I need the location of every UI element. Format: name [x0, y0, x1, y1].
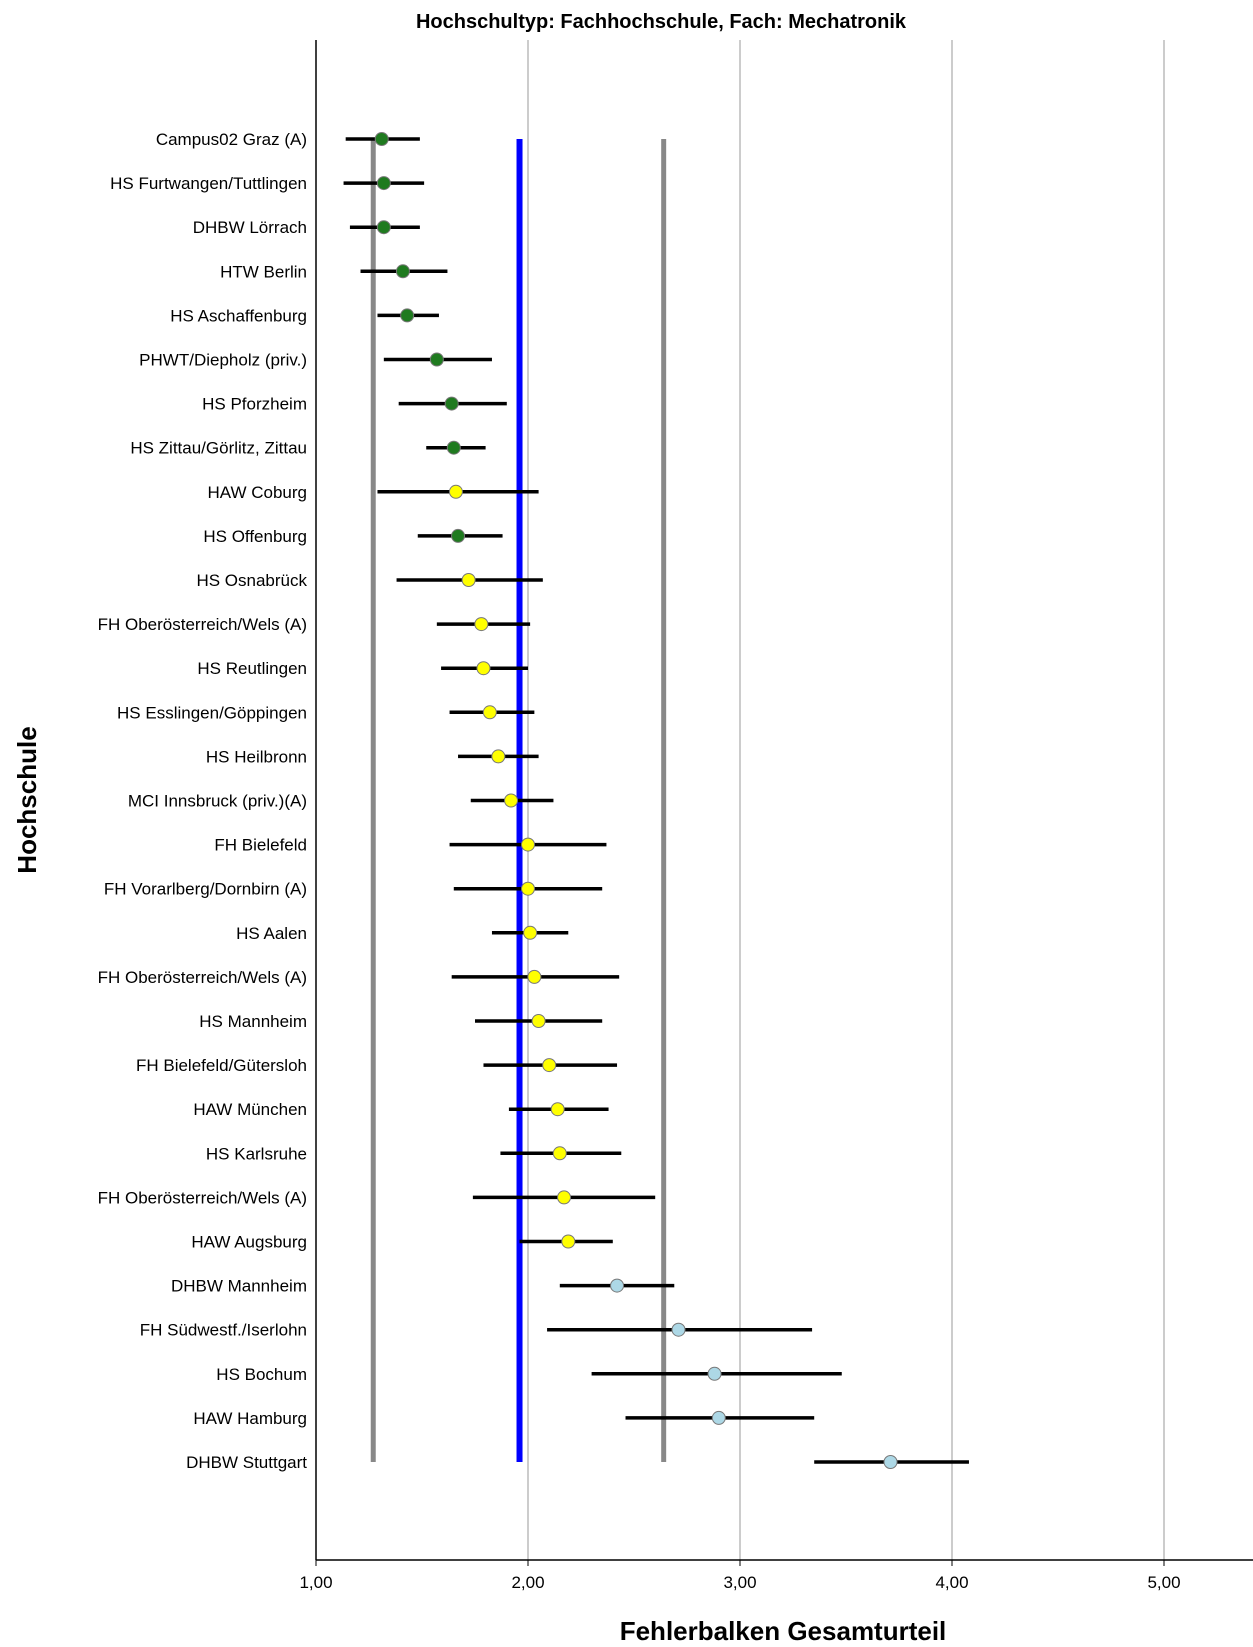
category-label: HS Aschaffenburg: [170, 306, 307, 325]
axes: [315, 40, 1253, 1561]
mean-point: [451, 528, 466, 543]
mean-point: [711, 1410, 726, 1425]
x-axis-label: Fehlerbalken Gesamturteil: [620, 1616, 947, 1646]
category-label: FH Oberösterreich/Wels (A): [98, 1188, 307, 1207]
chart-title: Hochschultyp: Fachhochschule, Fach: Mech…: [416, 11, 907, 33]
category-label: HAW Coburg: [207, 483, 307, 502]
category-label: HTW Berlin: [220, 262, 307, 281]
category-label: HAW München: [193, 1100, 307, 1119]
x-tick-label: 4,00: [935, 1573, 968, 1592]
mean-point: [376, 176, 391, 191]
category-label: HS Osnabrück: [196, 571, 307, 590]
mean-points: [374, 132, 898, 1469]
x-tick-label: 1,00: [299, 1573, 332, 1592]
category-label: HS Offenburg: [203, 527, 307, 546]
category-label: HS Aalen: [236, 924, 307, 943]
category-label: HS Pforzheim: [202, 395, 307, 414]
category-label: HS Reutlingen: [197, 659, 307, 678]
mean-point: [542, 1058, 557, 1073]
category-label: HS Esslingen/Göppingen: [117, 703, 307, 722]
mean-point: [376, 220, 391, 235]
mean-point: [531, 1014, 546, 1028]
mean-point: [521, 837, 535, 852]
grid-lines: [527, 40, 1165, 1560]
mean-point: [552, 1146, 567, 1161]
category-label: FH Vorarlberg/Dornbirn (A): [104, 880, 307, 899]
error-bars: [343, 137, 969, 1464]
mean-point: [474, 617, 489, 632]
category-label: FH Oberösterreich/Wels (A): [98, 968, 307, 987]
category-labels: Campus02 Graz (A) HS Furtwangen/Tuttlinge…: [98, 130, 308, 1472]
mean-point: [491, 749, 506, 764]
x-tick-labels: 1,00 2,00 3,00 4,00 5,00: [299, 1560, 1181, 1592]
mean-point: [504, 793, 519, 808]
x-tick-label: 3,00: [723, 1573, 756, 1592]
mean-point: [671, 1322, 686, 1337]
mean-point: [521, 881, 535, 896]
mean-point: [523, 925, 538, 940]
x-tick-label: 5,00: [1147, 1573, 1180, 1592]
mean-point: [550, 1102, 565, 1117]
mean-point: [707, 1366, 722, 1381]
category-label: FH Bielefeld: [214, 836, 307, 855]
y-axis-label: Hochschule: [12, 726, 42, 873]
category-label: HS Karlsruhe: [206, 1144, 307, 1163]
category-label: HS Bochum: [216, 1365, 307, 1384]
mean-point: [374, 132, 389, 146]
x-tick-label: 2,00: [511, 1573, 544, 1592]
mean-point: [429, 352, 444, 367]
category-label: HAW Augsburg: [191, 1233, 307, 1252]
category-label: FH Bielefeld/Gütersloh: [136, 1056, 307, 1075]
category-label: MCI Innsbruck (priv.)(A): [128, 792, 307, 811]
category-label: HS Zittau/Görlitz, Zittau: [130, 439, 307, 458]
mean-point: [476, 661, 491, 676]
category-label: PHWT/Diepholz (priv.): [139, 351, 307, 370]
mean-point: [461, 573, 476, 587]
category-label: FH Oberösterreich/Wels (A): [98, 615, 307, 634]
category-label: DHBW Lörrach: [193, 218, 307, 237]
category-label: HS Heilbronn: [206, 747, 307, 766]
category-label: DHBW Stuttgart: [186, 1453, 307, 1472]
category-label: Campus02 Graz (A): [156, 130, 307, 149]
mean-point: [561, 1234, 576, 1249]
category-label: DHBW Mannheim: [171, 1277, 307, 1296]
mean-point: [400, 308, 415, 323]
category-label: HS Mannheim: [199, 1012, 307, 1031]
mean-point: [482, 705, 497, 720]
category-label: HAW Hamburg: [193, 1409, 307, 1428]
mean-point: [557, 1190, 572, 1205]
mean-point: [610, 1278, 625, 1293]
mean-point: [448, 484, 463, 499]
mean-point: [444, 396, 459, 411]
mean-point: [446, 440, 461, 455]
category-label: FH Südwestf./Iserlohn: [140, 1321, 307, 1340]
category-label: HS Furtwangen/Tuttlingen: [110, 174, 307, 193]
mean-point: [395, 264, 410, 279]
mean-point: [883, 1455, 898, 1469]
mean-point: [527, 969, 542, 984]
